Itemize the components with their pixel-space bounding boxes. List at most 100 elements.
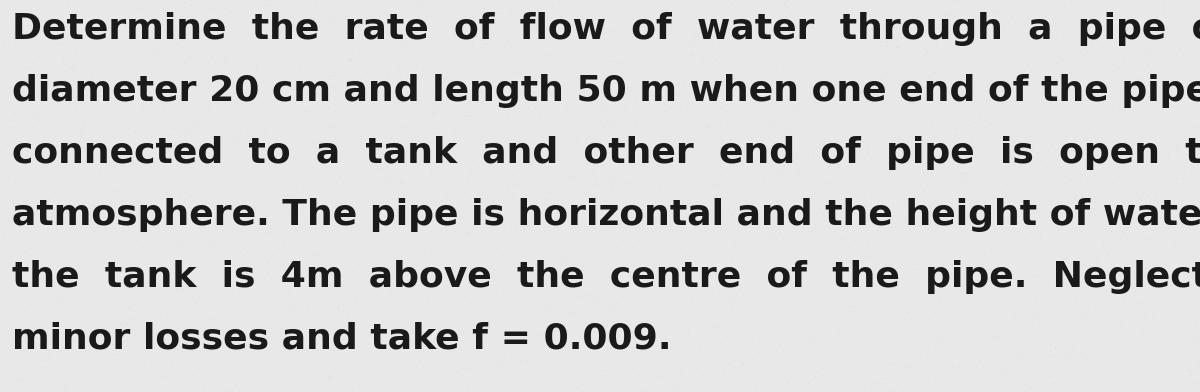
Point: [826, 93, 845, 100]
Point: [558, 172, 577, 178]
Point: [974, 251, 994, 257]
Point: [254, 132, 274, 138]
Point: [620, 191, 640, 197]
Point: [362, 53, 382, 60]
Point: [854, 270, 874, 276]
Point: [767, 19, 786, 25]
Point: [893, 387, 912, 392]
Point: [557, 195, 576, 201]
Point: [898, 351, 917, 358]
Point: [0, 207, 12, 213]
Point: [484, 197, 503, 203]
Point: [308, 295, 328, 301]
Point: [1019, 354, 1038, 361]
Point: [932, 364, 952, 370]
Point: [407, 31, 426, 37]
Point: [518, 276, 538, 282]
Point: [1036, 58, 1055, 64]
Point: [797, 326, 816, 332]
Point: [985, 152, 1004, 158]
Point: [31, 279, 50, 285]
Point: [1166, 187, 1186, 193]
Point: [653, 28, 672, 34]
Point: [700, 260, 719, 266]
Point: [545, 204, 564, 211]
Point: [42, 214, 61, 221]
Point: [230, 123, 250, 129]
Point: [793, 204, 812, 210]
Point: [433, 283, 452, 289]
Point: [698, 239, 718, 245]
Point: [941, 152, 960, 159]
Point: [64, 61, 83, 67]
Point: [445, 42, 464, 49]
Point: [948, 179, 967, 185]
Point: [889, 100, 908, 106]
Point: [326, 82, 346, 88]
Point: [961, 214, 980, 220]
Point: [1099, 91, 1118, 97]
Point: [143, 354, 162, 361]
Point: [164, 332, 184, 338]
Point: [1156, 299, 1175, 305]
Point: [713, 16, 732, 22]
Point: [590, 187, 610, 193]
Point: [374, 163, 394, 169]
Point: [962, 232, 982, 238]
Point: [712, 339, 731, 345]
Point: [1046, 297, 1066, 303]
Point: [264, 164, 283, 170]
Point: [752, 76, 772, 82]
Point: [983, 154, 1002, 160]
Point: [384, 261, 403, 267]
Point: [586, 166, 605, 172]
Point: [56, 35, 76, 41]
Point: [96, 318, 115, 324]
Point: [125, 214, 144, 220]
Point: [13, 59, 32, 65]
Point: [481, 376, 500, 383]
Point: [722, 0, 742, 6]
Point: [484, 102, 503, 108]
Point: [659, 143, 678, 150]
Point: [857, 239, 876, 245]
Point: [415, 181, 434, 187]
Point: [774, 224, 793, 230]
Point: [942, 113, 961, 119]
Point: [634, 203, 653, 209]
Point: [173, 159, 192, 165]
Point: [1109, 103, 1128, 109]
Point: [140, 45, 160, 51]
Point: [682, 178, 701, 184]
Point: [158, 267, 178, 274]
Point: [796, 182, 815, 188]
Point: [202, 250, 221, 256]
Point: [895, 354, 914, 360]
Point: [358, 267, 377, 273]
Point: [222, 330, 241, 337]
Point: [371, 249, 390, 256]
Point: [576, 292, 595, 298]
Point: [961, 262, 980, 268]
Point: [698, 31, 718, 37]
Point: [785, 122, 804, 128]
Point: [872, 295, 892, 301]
Point: [430, 227, 449, 234]
Point: [1003, 294, 1022, 300]
Point: [258, 144, 277, 150]
Point: [1106, 159, 1126, 165]
Point: [42, 100, 61, 106]
Point: [355, 71, 374, 77]
Point: [505, 223, 524, 229]
Point: [299, 220, 318, 226]
Point: [154, 155, 173, 162]
Point: [0, 146, 12, 152]
Point: [424, 378, 443, 385]
Point: [590, 228, 610, 234]
Point: [832, 106, 851, 112]
Point: [644, 158, 664, 164]
Point: [239, 253, 258, 260]
Point: [396, 277, 415, 283]
Point: [506, 267, 526, 273]
Point: [943, 42, 962, 48]
